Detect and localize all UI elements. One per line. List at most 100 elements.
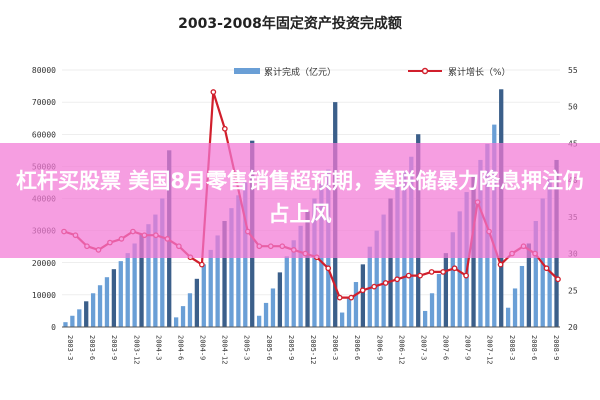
x-tick-label: 2008-9	[552, 335, 560, 360]
y-left-tick-label: 20000	[32, 259, 56, 268]
x-tick-label: 2004-12	[221, 335, 229, 365]
x-tick-label: 2003-3	[66, 335, 74, 360]
growth-point	[428, 269, 435, 275]
headline-text[interactable]: 杠杆买股票 美国8月零售销售超预期，美联储暴力降息押注仍占上风	[16, 169, 584, 226]
bar	[125, 253, 130, 327]
bar	[388, 198, 393, 327]
bar	[526, 243, 532, 327]
bar	[305, 211, 310, 327]
x-tick-label: 2008-3	[508, 335, 516, 360]
x-tick-label: 2006-9	[375, 335, 383, 360]
growth-point	[382, 280, 389, 286]
y-left-tick-label: 80000	[32, 66, 56, 75]
bar	[215, 235, 220, 327]
y-left-tick-label: 70000	[32, 98, 56, 107]
bar	[201, 264, 206, 327]
x-tick-label: 2003-9	[110, 335, 118, 360]
bar	[312, 198, 317, 327]
bar	[360, 264, 366, 327]
bar	[263, 302, 269, 327]
y-right-tick-label: 50	[568, 103, 578, 112]
bar	[194, 278, 200, 327]
bar	[291, 240, 296, 327]
bar	[90, 293, 96, 327]
growth-point	[394, 276, 401, 283]
growth-point	[543, 265, 550, 272]
bar	[339, 312, 345, 327]
bar	[270, 288, 276, 327]
growth-point	[405, 272, 412, 279]
x-tick-label: 2005-6	[265, 335, 273, 360]
bar	[208, 249, 213, 327]
x-tick-label: 2004-3	[154, 335, 162, 360]
y-right-tick-label: 55	[568, 66, 578, 75]
bar	[160, 198, 165, 327]
legend: 累计完成（亿元） 累计增长（%）	[234, 66, 511, 78]
y-left-tick-label: 0	[51, 323, 56, 332]
bar	[173, 317, 179, 327]
y-right-tick-label: 25	[568, 286, 578, 295]
bar	[512, 288, 518, 327]
x-tick-label: 2005-3	[243, 335, 251, 360]
bar	[63, 322, 68, 327]
bar	[146, 224, 151, 327]
x-tick-label: 2004-9	[199, 335, 207, 360]
bar	[381, 214, 386, 327]
bar	[229, 208, 234, 327]
growth-point	[555, 276, 561, 283]
y-right-tick-label: 20	[568, 323, 578, 332]
bar	[464, 192, 469, 327]
bar	[256, 315, 262, 327]
bar	[236, 195, 241, 327]
x-tick-label: 2004-6	[176, 335, 184, 360]
x-tick-label: 2003-6	[88, 335, 96, 360]
bar	[118, 261, 123, 327]
growth-point	[348, 294, 355, 301]
x-tick-label: 2003-12	[132, 335, 140, 365]
bar	[187, 293, 193, 327]
growth-point	[325, 265, 332, 272]
bar	[443, 253, 449, 327]
bar	[436, 273, 442, 327]
x-tick-label: 2006-3	[331, 335, 339, 360]
growth-point	[371, 283, 378, 290]
bar	[139, 233, 144, 327]
x-tick-label: 2007-3	[419, 335, 427, 360]
legend-bar-swatch	[234, 68, 260, 74]
bar	[519, 265, 525, 327]
bar	[374, 230, 379, 327]
growth-point	[221, 125, 228, 132]
bar	[132, 243, 137, 327]
x-tick-label: 2008-6	[530, 335, 538, 360]
bar	[450, 232, 455, 327]
bar	[277, 272, 283, 327]
x-tick-label: 2006-12	[397, 335, 405, 365]
bar	[457, 211, 462, 327]
growth-point	[451, 265, 458, 272]
bar	[505, 307, 511, 327]
bar	[111, 269, 117, 327]
bar	[153, 214, 158, 327]
bar	[104, 277, 110, 327]
growth-point	[359, 287, 366, 294]
bar	[180, 306, 186, 327]
bar	[533, 220, 538, 327]
y-left-tick-label: 10000	[32, 291, 56, 300]
growth-point	[199, 261, 205, 268]
growth-point	[210, 89, 217, 95]
bar	[367, 246, 372, 327]
bar	[77, 309, 82, 327]
growth-point	[417, 272, 423, 279]
growth-point	[497, 261, 504, 268]
bar	[298, 225, 303, 327]
growth-point	[440, 269, 446, 275]
legend-bar-label: 累计完成（亿元）	[264, 66, 336, 78]
bar	[422, 310, 428, 327]
growth-point	[336, 294, 343, 301]
y-left-tick-label: 60000	[32, 130, 56, 139]
x-tick-label: 2005-9	[287, 335, 295, 360]
legend-line-label: 累计增长（%）	[448, 66, 511, 78]
bar	[429, 293, 435, 327]
bar	[284, 256, 289, 327]
x-tick-label: 2007-6	[442, 335, 450, 360]
